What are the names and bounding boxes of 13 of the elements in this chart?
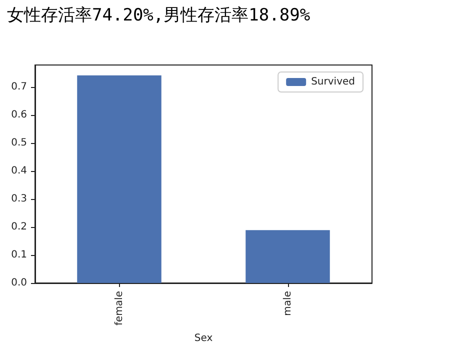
chart-title: 女性存活率74.20%,男性存活率18.89% <box>7 6 310 26</box>
legend-label: Survived <box>311 76 356 88</box>
x-tick-label: male <box>282 291 294 316</box>
x-axis-title: Sex <box>194 332 213 344</box>
y-tick-label: 0.7 <box>11 82 27 93</box>
y-tick-label: 0.3 <box>11 194 27 205</box>
x-tick-label: female <box>114 291 125 326</box>
y-tick-label: 0.0 <box>11 278 27 288</box>
y-tick-label: 0.1 <box>11 250 27 261</box>
y-tick-label: 0.5 <box>11 138 27 149</box>
y-tick-label: 0.6 <box>11 110 27 121</box>
y-tick-label: 0.2 <box>11 222 27 233</box>
y-tick-label: 0.4 <box>11 166 27 177</box>
